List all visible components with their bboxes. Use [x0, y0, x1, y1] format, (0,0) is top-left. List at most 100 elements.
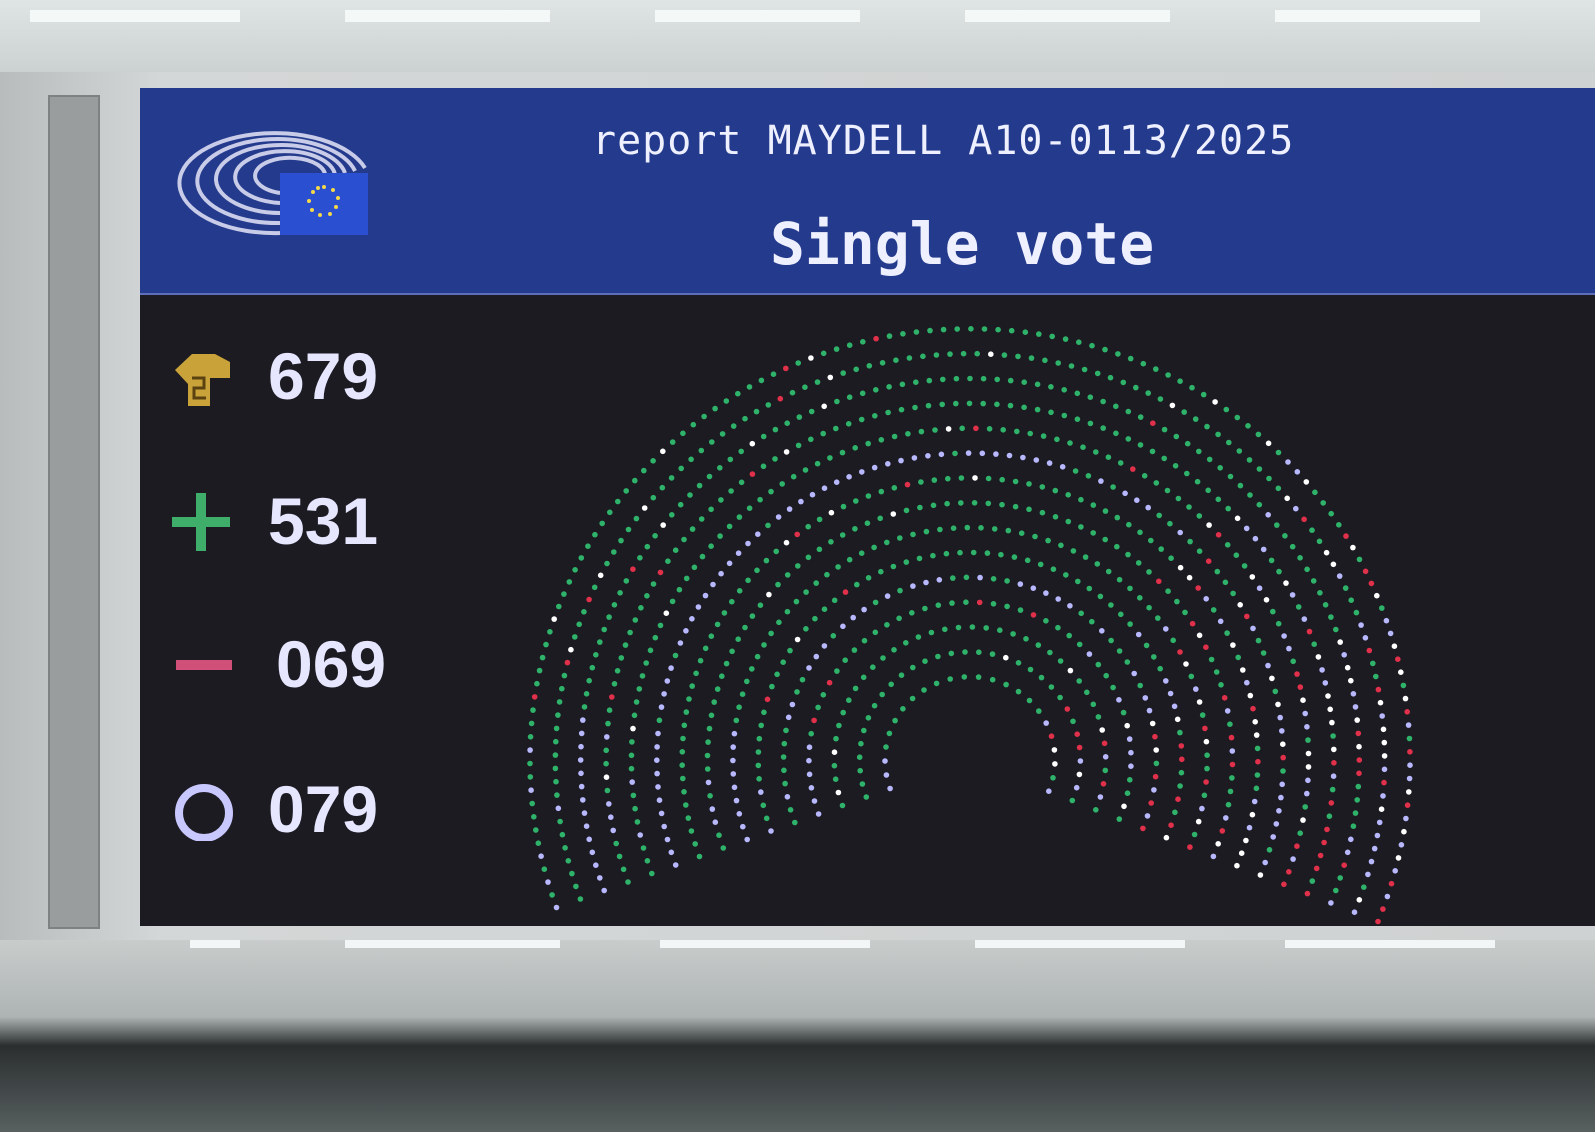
seat-dot [638, 605, 644, 611]
seat-dot [745, 540, 751, 547]
seat-dot [1246, 457, 1253, 463]
seat-dot [1378, 806, 1385, 812]
seat-dot [860, 674, 867, 681]
seat-dot [973, 425, 979, 432]
seat-dot [1089, 618, 1095, 625]
seat-dot [1137, 682, 1143, 689]
seat-dot [1371, 845, 1378, 852]
seat-dot [749, 440, 756, 447]
seat-dot [1003, 654, 1009, 661]
seat-dot [1030, 585, 1037, 591]
seat-dot [1170, 637, 1176, 644]
seat-dot [1237, 482, 1244, 489]
seat-dot [738, 448, 744, 455]
seat-dot [854, 581, 860, 588]
seat-dot [1127, 355, 1134, 362]
seat-dot [1254, 772, 1261, 778]
seat-dot [1388, 880, 1395, 887]
seat-dot [903, 640, 909, 646]
seat-dot [775, 514, 782, 520]
seat-dot [1342, 585, 1349, 591]
seat-dot [916, 555, 923, 562]
european-parliament-logo [177, 131, 368, 236]
seat-dot [893, 357, 899, 364]
seat-dot [1004, 603, 1010, 610]
seat-dot [787, 647, 793, 654]
seat-dot [1058, 542, 1064, 549]
seat-dot [1090, 530, 1096, 536]
seat-dot [808, 730, 814, 737]
seat-dot [912, 404, 918, 411]
seat-dot [529, 800, 535, 807]
seat-dot [1354, 797, 1360, 803]
seat-dot [1137, 595, 1143, 601]
seat-dot [1407, 762, 1413, 768]
seat-dot [1348, 677, 1354, 684]
seat-dot [1203, 779, 1209, 785]
seat-dot [1223, 815, 1229, 821]
seat-dot [808, 436, 814, 443]
seat-dot [1121, 803, 1127, 810]
seat-dot [680, 775, 686, 782]
seat-dot [966, 400, 973, 407]
seat-dot [904, 481, 911, 488]
seat-dot [1262, 859, 1268, 866]
seat-dot [758, 377, 765, 384]
seat-dot [976, 649, 982, 655]
seat-dot [852, 445, 858, 451]
seat-dot [1280, 741, 1286, 747]
seat-dot [988, 351, 994, 358]
seat-dot [1228, 734, 1235, 741]
seat-dot [1067, 667, 1074, 674]
seat-dot [1323, 549, 1330, 556]
seat-dot [910, 583, 916, 589]
seat-dot [683, 628, 689, 634]
seat-dot [871, 702, 878, 709]
seat-dot [1187, 844, 1193, 850]
seat-dot [906, 355, 913, 361]
seat-dot [1081, 366, 1088, 373]
seat-dot [1356, 770, 1362, 777]
seat-dot [650, 581, 657, 587]
seat-dot [652, 634, 659, 641]
seat-dot [1281, 881, 1287, 888]
seat-dot [899, 381, 906, 388]
seat-dot [1026, 697, 1033, 704]
seat-dot [627, 629, 633, 636]
seat-dot [1210, 853, 1217, 860]
seat-dot [1163, 626, 1169, 632]
seat-dot [1256, 585, 1263, 591]
seat-dot [970, 549, 977, 556]
seat-dot [964, 524, 971, 531]
seat-dot [1065, 492, 1071, 498]
seat-dot [1200, 391, 1207, 398]
seat-dot [870, 664, 876, 670]
seat-dot [1244, 679, 1250, 686]
seat-dot [1046, 460, 1053, 466]
seat-dot [1249, 574, 1256, 580]
seat-dot [576, 621, 582, 628]
seat-dot [719, 673, 725, 679]
seat-dot [553, 904, 560, 911]
seat-dot [921, 687, 927, 693]
seat-dot [1021, 379, 1027, 386]
seat-dot [731, 784, 738, 791]
seat-dot [1141, 473, 1148, 479]
seat-dot [735, 550, 742, 556]
seat-dot [610, 827, 616, 834]
seat-dot [1052, 761, 1058, 767]
seat-dot [1167, 690, 1174, 697]
seat-dot [1087, 394, 1094, 401]
seat-dot [1379, 713, 1385, 719]
seat-dot [1223, 406, 1230, 413]
seat-dot [714, 686, 721, 692]
seat-dot [740, 823, 746, 830]
seat-dot [1373, 673, 1379, 680]
seat-dot [742, 624, 748, 631]
seat-dot [578, 730, 585, 737]
seat-dot [756, 735, 763, 742]
seat-dot [1036, 331, 1042, 337]
seat-dot [833, 735, 839, 742]
seat-dot [1100, 425, 1106, 431]
seat-dot [1199, 712, 1206, 718]
